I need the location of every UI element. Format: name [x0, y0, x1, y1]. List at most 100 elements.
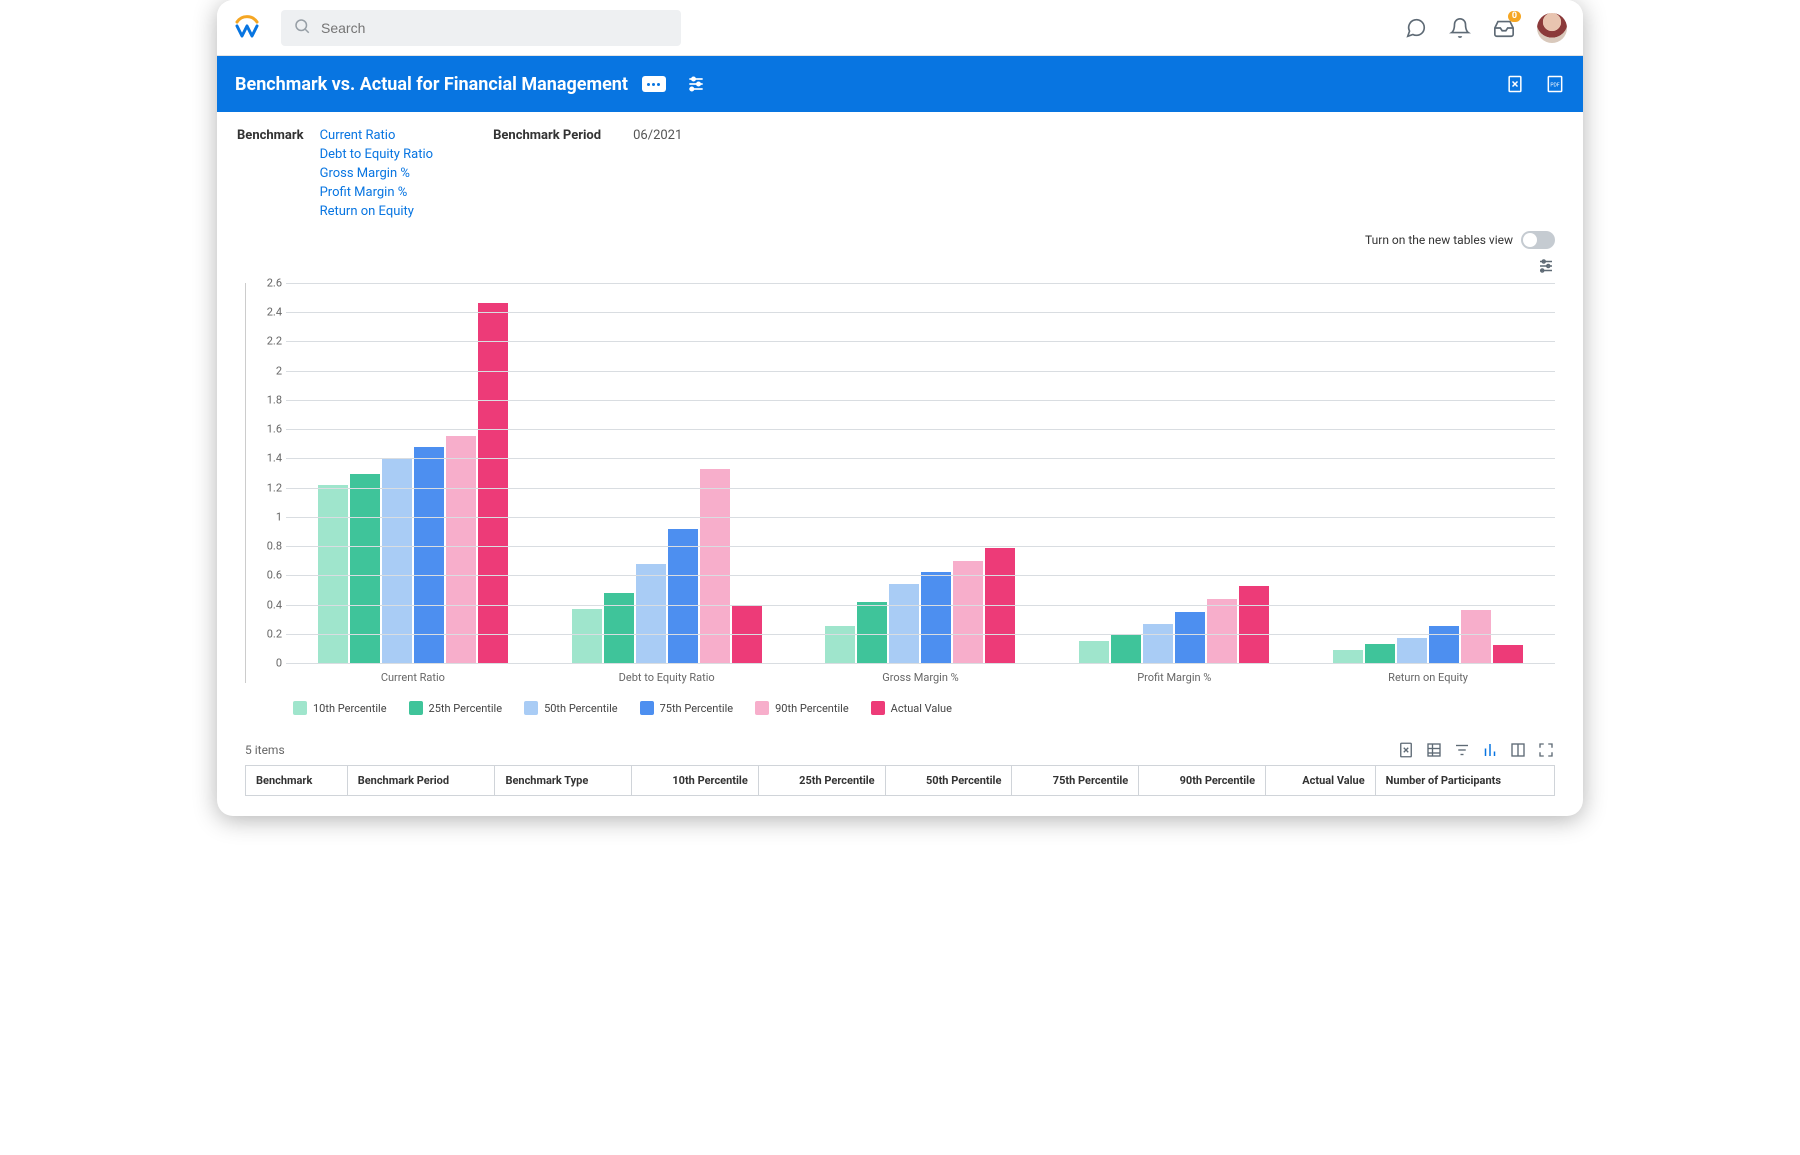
inbox-icon[interactable]: 0 [1493, 17, 1515, 39]
legend-swatch [755, 701, 769, 715]
y-axis-tick: 1.6 [246, 423, 282, 436]
benchmark-link[interactable]: Return on Equity [320, 204, 434, 219]
table-column-header[interactable]: Number of Participants [1375, 766, 1554, 796]
chart-bar[interactable] [857, 602, 887, 663]
chart-bar[interactable] [414, 447, 444, 663]
chart-bar[interactable] [318, 485, 348, 663]
y-axis-tick: 2 [246, 364, 282, 377]
table-column-header[interactable]: Actual Value [1266, 766, 1376, 796]
chart-bar[interactable] [1239, 586, 1269, 663]
y-axis-tick: 2.6 [246, 277, 282, 290]
chart-settings-icon[interactable] [1537, 257, 1555, 275]
x-axis-label: Debt to Equity Ratio [540, 665, 794, 684]
legend-swatch [640, 701, 654, 715]
y-axis-tick: 2.2 [246, 335, 282, 348]
benchmark-link[interactable]: Gross Margin % [320, 166, 434, 181]
chart-bar[interactable] [1175, 612, 1205, 663]
export-excel-small-icon[interactable] [1397, 741, 1415, 759]
chart-bar[interactable] [1493, 645, 1523, 663]
chart-bar[interactable] [1397, 638, 1427, 663]
columns-icon[interactable] [1509, 741, 1527, 759]
avatar[interactable] [1537, 13, 1567, 43]
chart-bar[interactable] [1333, 650, 1363, 663]
chart-group: Profit Margin % [1047, 283, 1301, 663]
chart-view-icon[interactable] [1481, 741, 1499, 759]
y-axis-tick: 0.2 [246, 627, 282, 640]
grid-view-icon[interactable] [1425, 741, 1443, 759]
legend-item[interactable]: 75th Percentile [640, 701, 734, 715]
chart-bar[interactable] [572, 609, 602, 663]
legend-swatch [409, 701, 423, 715]
chart-bar[interactable] [636, 564, 666, 663]
chart-group: Current Ratio [286, 283, 540, 663]
table-column-header[interactable]: 50th Percentile [885, 766, 1012, 796]
chart-group: Gross Margin % [794, 283, 1048, 663]
page-title: Benchmark vs. Actual for Financial Manag… [235, 74, 628, 95]
inbox-badge: 0 [1508, 11, 1521, 22]
y-axis-tick: 1.4 [246, 452, 282, 465]
table-column-header[interactable]: 75th Percentile [1012, 766, 1139, 796]
chart-bar[interactable] [921, 572, 951, 663]
chart-bar[interactable] [604, 593, 634, 663]
item-count: 5 items [245, 743, 285, 757]
legend-item[interactable]: 10th Percentile [293, 701, 387, 715]
chart-group: Return on Equity [1301, 283, 1555, 663]
legend-swatch [293, 701, 307, 715]
svg-text:PDF: PDF [1550, 83, 1559, 89]
y-axis-tick: 2.4 [246, 306, 282, 319]
table-column-header[interactable]: 10th Percentile [631, 766, 758, 796]
legend-item[interactable]: Actual Value [871, 701, 952, 715]
notifications-icon[interactable] [1449, 17, 1471, 39]
legend-label: 75th Percentile [660, 702, 734, 715]
table-column-header[interactable]: Benchmark Type [495, 766, 632, 796]
fullscreen-icon[interactable] [1537, 741, 1555, 759]
legend-item[interactable]: 25th Percentile [409, 701, 503, 715]
legend-item[interactable]: 90th Percentile [755, 701, 849, 715]
chart-bar[interactable] [1111, 634, 1141, 663]
chart-bar[interactable] [825, 626, 855, 663]
search-input[interactable] [321, 20, 669, 36]
x-axis-label: Profit Margin % [1047, 665, 1301, 684]
table-column-header[interactable]: 90th Percentile [1139, 766, 1266, 796]
chart-bar[interactable] [1207, 599, 1237, 663]
chart-bar[interactable] [1365, 644, 1395, 663]
chart-bar[interactable] [1461, 610, 1491, 663]
benchmark-link[interactable]: Debt to Equity Ratio [320, 147, 434, 162]
chart-bar[interactable] [1429, 626, 1459, 663]
export-excel-icon[interactable] [1505, 74, 1525, 94]
chart-bar[interactable] [1079, 641, 1109, 663]
legend-label: 50th Percentile [544, 702, 618, 715]
chart-bar[interactable] [1143, 624, 1173, 663]
chart-bar[interactable] [889, 584, 919, 663]
filter-icon[interactable] [1453, 741, 1471, 759]
benchmark-link[interactable]: Current Ratio [320, 128, 434, 143]
x-axis-label: Current Ratio [286, 665, 540, 684]
app-logo[interactable] [233, 14, 261, 42]
table-column-header[interactable]: Benchmark [246, 766, 348, 796]
benchmark-table: BenchmarkBenchmark PeriodBenchmark Type1… [245, 765, 1555, 796]
more-actions-button[interactable] [642, 76, 666, 92]
tables-view-toggle[interactable] [1521, 231, 1555, 249]
y-axis-tick: 0.6 [246, 569, 282, 582]
table-column-header[interactable]: 25th Percentile [758, 766, 885, 796]
chart-bar[interactable] [446, 436, 476, 663]
y-axis-tick: 0.4 [246, 598, 282, 611]
legend-label: 10th Percentile [313, 702, 387, 715]
search-input-container[interactable] [281, 10, 681, 46]
legend-item[interactable]: 50th Percentile [524, 701, 618, 715]
chart-bar[interactable] [382, 458, 412, 663]
period-filter-label: Benchmark Period [493, 128, 601, 219]
export-pdf-icon[interactable]: PDF [1545, 74, 1565, 94]
chart-bar[interactable] [668, 529, 698, 663]
chart-group: Debt to Equity Ratio [540, 283, 794, 663]
x-axis-label: Gross Margin % [794, 665, 1048, 684]
chat-icon[interactable] [1405, 17, 1427, 39]
benchmark-link[interactable]: Profit Margin % [320, 185, 434, 200]
settings-icon[interactable] [686, 74, 706, 94]
benchmark-chart: Current RatioDebt to Equity RatioGross M… [245, 283, 1555, 683]
legend-label: 25th Percentile [429, 702, 503, 715]
search-icon [293, 17, 321, 39]
table-column-header[interactable]: Benchmark Period [347, 766, 495, 796]
chart-bar[interactable] [478, 303, 508, 663]
x-axis-label: Return on Equity [1301, 665, 1555, 684]
